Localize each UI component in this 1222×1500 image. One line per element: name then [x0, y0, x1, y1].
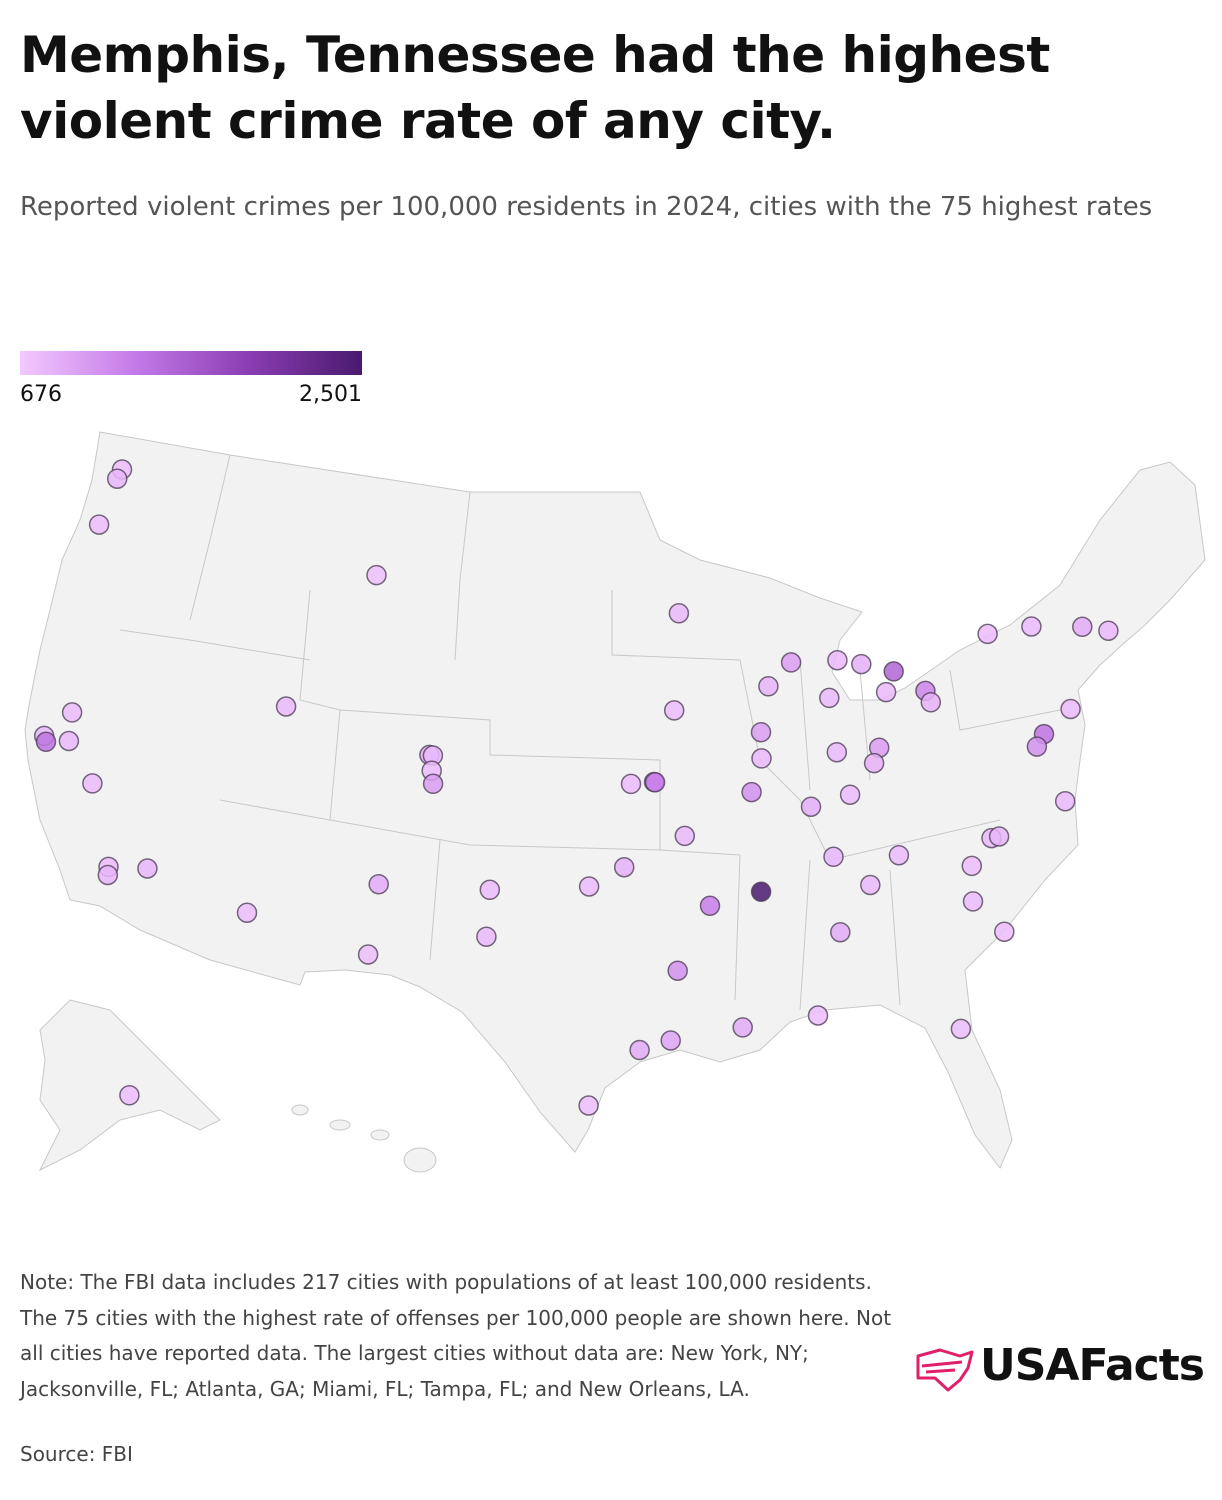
city-point: [357, 944, 379, 965]
city-point: [988, 826, 1010, 847]
city-point: [1098, 620, 1119, 641]
city-point: [807, 1005, 829, 1026]
city-point: [883, 661, 904, 682]
city-point: [236, 902, 258, 923]
city-points: [33, 459, 1119, 1116]
city-point: [35, 731, 57, 753]
city-point: [994, 921, 1015, 942]
city-point: [750, 721, 772, 743]
basemap: [24, 431, 1206, 1173]
city-point: [823, 846, 844, 868]
city-point: [875, 681, 897, 703]
city-point: [613, 856, 635, 878]
city-point: [97, 864, 119, 886]
city-point: [422, 773, 444, 795]
source: Source: FBI: [20, 1442, 133, 1466]
city-point: [851, 653, 872, 675]
chart-subtitle: Reported violent crimes per 100,000 resi…: [20, 192, 1153, 222]
city-point: [88, 514, 110, 535]
city-point: [830, 921, 851, 943]
city-point: [780, 652, 802, 673]
logo: USAFacts: [980, 1340, 1205, 1391]
alaska-outline: [38, 999, 221, 1172]
city-point: [1072, 616, 1093, 638]
city-point: [668, 603, 690, 624]
hawaii-island: [403, 1147, 437, 1173]
city-point: [961, 855, 983, 877]
city-point: [368, 873, 389, 895]
chart-title: Memphis, Tennessee had the highest viole…: [20, 26, 1050, 150]
city-point: [732, 1017, 753, 1038]
city-point: [863, 752, 885, 774]
color-scale-label: 676: [20, 382, 62, 407]
city-point: [860, 874, 881, 896]
city-point: [750, 881, 772, 902]
city-point: [578, 876, 600, 897]
city-point: [58, 730, 80, 752]
city-point: [674, 825, 696, 847]
city-point: [366, 564, 387, 586]
us-outline: [24, 431, 1206, 1169]
city-point: [826, 741, 848, 763]
city-point: [950, 1018, 972, 1040]
city-point: [275, 696, 297, 717]
city-point: [479, 879, 501, 901]
state-lines: [119, 454, 1061, 1011]
city-point: [106, 468, 128, 489]
city-point: [758, 676, 779, 697]
city-point: [667, 960, 688, 981]
city-point: [82, 773, 103, 794]
city-point: [629, 1039, 650, 1061]
city-point: [699, 895, 721, 917]
color-scale-label: 2,501: [299, 382, 362, 407]
city-point: [920, 692, 942, 713]
city-point: [1021, 616, 1042, 637]
city-point: [819, 687, 840, 709]
city-point: [61, 702, 83, 723]
hawaii-island: [291, 1104, 309, 1116]
city-point: [962, 891, 984, 912]
city-point: [137, 858, 158, 879]
city-point: [800, 796, 822, 817]
color-scale-ticks: 676 2,501: [20, 382, 362, 407]
color-scale: [20, 351, 362, 375]
city-point: [578, 1095, 599, 1116]
hawaii-island: [370, 1129, 390, 1141]
city-point: [751, 748, 772, 769]
city-point: [977, 623, 998, 645]
note: Note: The FBI data includes 217 cities w…: [20, 1270, 892, 1401]
city-point: [1060, 698, 1081, 720]
city-point: [476, 926, 497, 947]
logo-icon: [916, 1348, 974, 1392]
city-point: [827, 649, 848, 671]
city-point: [839, 784, 861, 805]
city-point: [663, 700, 685, 721]
hawaii-island: [329, 1119, 351, 1131]
city-point: [888, 844, 910, 866]
city-point: [1026, 736, 1048, 757]
city-point: [1054, 790, 1076, 812]
city-point: [741, 781, 762, 803]
city-point: [119, 1085, 140, 1106]
city-point: [644, 772, 666, 793]
city-point: [620, 773, 642, 795]
city-point: [660, 1030, 681, 1051]
